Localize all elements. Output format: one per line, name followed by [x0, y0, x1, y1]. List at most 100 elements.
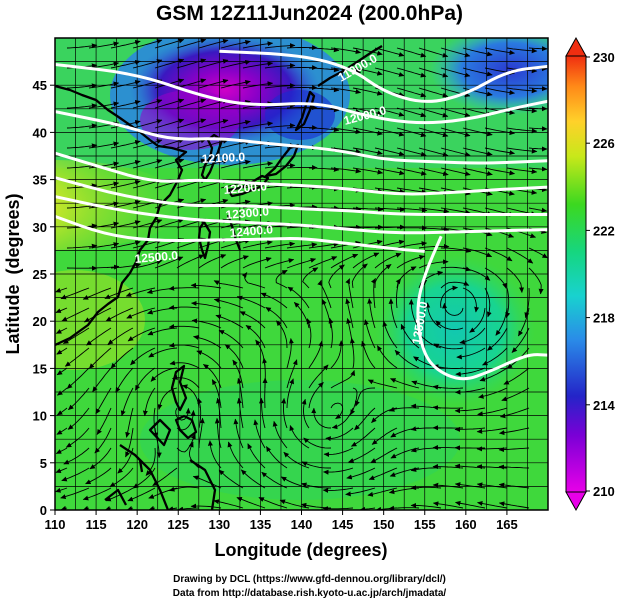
streamline	[352, 127, 383, 136]
streamline	[368, 467, 398, 480]
streamline	[354, 407, 376, 431]
streamline	[132, 39, 163, 49]
streamline	[528, 267, 544, 295]
streamline	[511, 327, 530, 353]
colorbar-tick-label: 226	[593, 136, 615, 151]
streamline	[432, 501, 464, 509]
streamline	[352, 206, 384, 212]
streamline	[191, 300, 222, 309]
contour-label: 12300.0	[225, 204, 270, 222]
streamline	[528, 126, 548, 132]
streamline	[110, 180, 141, 189]
streamline	[352, 87, 383, 96]
streamline	[55, 307, 68, 314]
streamline	[88, 242, 120, 249]
streamline	[63, 447, 90, 465]
streamline	[418, 270, 444, 289]
streamline	[287, 286, 310, 309]
streamline	[245, 325, 266, 349]
y-tick-label: 40	[33, 125, 47, 140]
streamline	[396, 107, 427, 118]
streamline	[348, 447, 376, 463]
streamline	[198, 254, 227, 269]
streamline	[110, 240, 141, 249]
streamline	[311, 407, 332, 429]
contour-line	[55, 195, 548, 235]
x-axis-label: Longitude (degrees)	[214, 540, 387, 560]
streamline	[524, 287, 530, 319]
streamline	[456, 347, 486, 360]
streamline	[462, 67, 493, 77]
streamline	[110, 262, 142, 269]
y-tick-label: 15	[33, 361, 47, 376]
contour-line	[55, 151, 548, 196]
streamline	[367, 298, 376, 329]
streamline	[232, 359, 244, 389]
streamline	[264, 83, 296, 89]
x-tick-label: 150	[373, 517, 395, 532]
streamline	[272, 420, 288, 449]
x-tick-label: 160	[455, 517, 477, 532]
streamline	[330, 47, 362, 55]
streamline	[258, 497, 288, 509]
streamline	[440, 127, 471, 137]
streamline	[110, 40, 141, 49]
streamline	[455, 500, 486, 509]
streamline	[308, 166, 340, 172]
streamline	[286, 105, 318, 111]
streamline	[352, 147, 383, 156]
streamline	[132, 159, 163, 169]
streamline	[286, 65, 318, 71]
streamline	[66, 183, 98, 189]
colorbar-tick-label: 230	[593, 50, 615, 65]
streamline	[352, 167, 384, 175]
x-tick-label: 120	[126, 517, 148, 532]
streamline	[410, 502, 442, 509]
y-tick-label: 25	[33, 267, 47, 282]
credit-data-source: Data from http://database.rish.kyoto-u.a…	[172, 588, 447, 599]
streamline	[239, 311, 266, 329]
x-tick-label: 130	[208, 517, 230, 532]
streamline	[66, 83, 98, 89]
contours: 11900.012000.012100.012200.012300.012400…	[55, 49, 548, 381]
streamline	[88, 81, 120, 89]
streamline	[330, 370, 356, 389]
contour-label: 12100.0	[201, 150, 245, 166]
streamline	[96, 407, 112, 435]
colorbar-top-triangle	[565, 36, 587, 57]
streamline	[396, 187, 428, 195]
streamline	[213, 280, 244, 289]
streamline	[242, 240, 273, 249]
streamline	[237, 377, 244, 409]
streamline	[88, 101, 120, 109]
streamline	[308, 256, 338, 269]
streamline	[308, 47, 340, 53]
streamline	[349, 337, 355, 369]
streamline	[506, 267, 525, 293]
streamline	[275, 269, 288, 289]
streamline	[476, 427, 508, 434]
streamline	[503, 367, 530, 385]
streamline	[455, 367, 486, 377]
streamline	[190, 282, 222, 289]
streamline	[323, 447, 354, 458]
streamline	[367, 487, 398, 497]
streamline	[213, 499, 244, 509]
streamline	[506, 87, 538, 94]
streamline	[260, 292, 288, 309]
streamline	[506, 147, 538, 154]
streamline	[196, 350, 222, 369]
streamline	[374, 127, 405, 137]
y-tick-label: 10	[33, 409, 47, 424]
x-tick-label: 135	[250, 517, 272, 532]
streamline	[286, 359, 298, 389]
streamline	[396, 241, 428, 249]
streamline	[188, 441, 200, 469]
streamline	[363, 319, 376, 349]
streamline	[242, 161, 274, 169]
streamline	[528, 166, 548, 172]
streamline	[408, 299, 420, 329]
streamline	[207, 440, 222, 469]
streamline	[308, 127, 340, 133]
